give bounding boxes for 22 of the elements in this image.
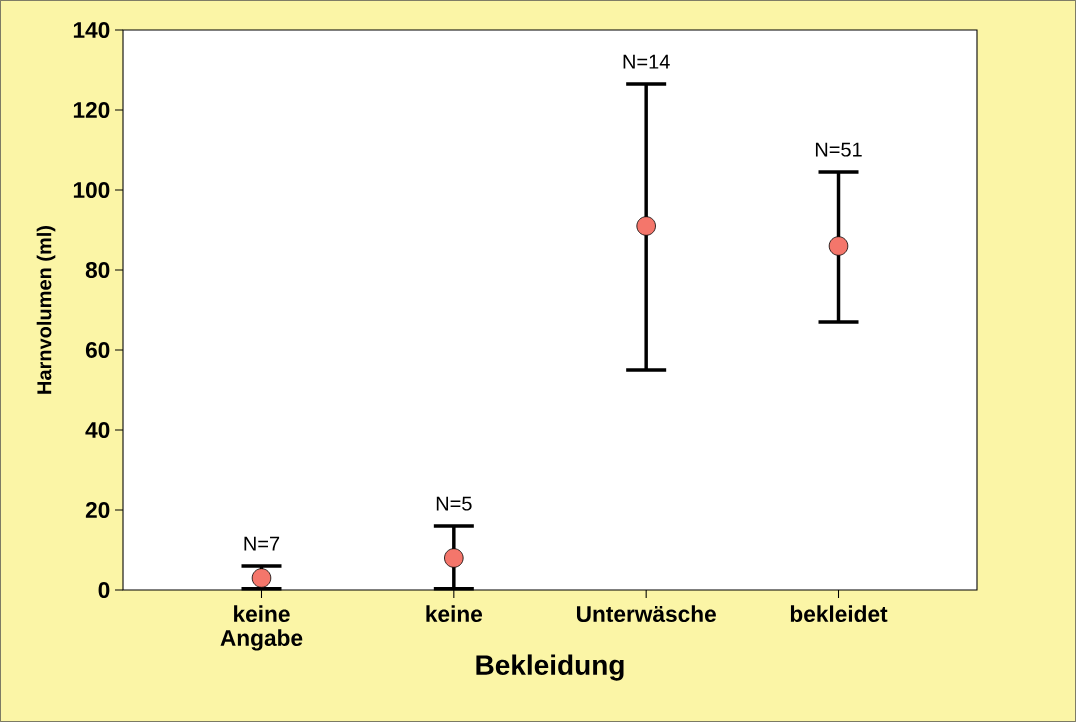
y-tick-label: 140 (73, 21, 110, 39)
y-tick-label: 100 (73, 181, 110, 199)
y-axis-title: Harnvolumen (ml) (36, 226, 56, 394)
y-tick-label: 60 (85, 341, 110, 359)
x-tick-label: bekleidet (790, 605, 888, 623)
point (636, 216, 656, 236)
y-tick-label: 120 (73, 101, 110, 119)
point (251, 568, 272, 588)
x-axis-title: Bekleidung (476, 654, 624, 681)
x-tick-label: Unterwäsche (576, 605, 716, 623)
y-tick-label: 40 (85, 421, 110, 439)
point (444, 548, 464, 568)
annotation: N=51 (815, 142, 862, 157)
annotation: N=5 (436, 496, 472, 511)
x-tick-label: keine Angabe (220, 605, 303, 651)
annotation: N=7 (244, 536, 280, 551)
point (828, 236, 849, 256)
annotation: N=14 (623, 54, 670, 69)
y-tick-label: 80 (85, 261, 110, 279)
x-tick-label: keine (426, 605, 483, 623)
y-tick-label: 20 (85, 501, 110, 519)
y-tick-label: 0 (98, 581, 110, 599)
